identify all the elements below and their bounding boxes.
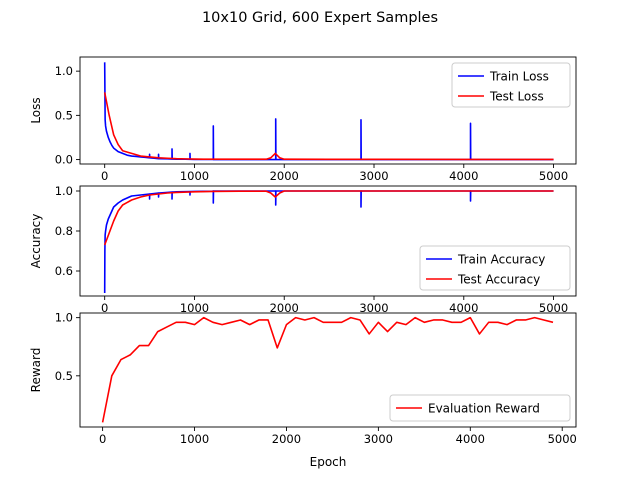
chart-3-x-tick-label: 4000 bbox=[456, 432, 485, 446]
chart-1-y-tick-label: 1.0 bbox=[55, 64, 73, 78]
chart-3: 0 1000 2000 3000 4000 5000 0.5 1.0 Reward Epoch Ev… bbox=[29, 311, 577, 469]
chart-3-x-tick-label: 2000 bbox=[272, 432, 301, 446]
chart-3-legend: Evaluation Reward bbox=[389, 394, 571, 422]
chart-2-legend-frame bbox=[419, 245, 571, 291]
chart-1-legend: Train Loss Test Loss bbox=[451, 62, 571, 108]
chart-1: 0 1000 2000 3000 4000 5000 0.0 0.5 1.0 Loss Train … bbox=[29, 56, 577, 183]
chart-3-x-tick-label: 3000 bbox=[364, 432, 393, 446]
chart-2-x-tick-label: 3000 bbox=[359, 301, 388, 315]
chart-3-series-1-line bbox=[101, 316, 554, 423]
chart-1-y-tick-label: 0.0 bbox=[55, 153, 73, 167]
chart-1-x-tick-label: 3000 bbox=[359, 169, 388, 183]
chart-2-x-tick-label: 0 bbox=[101, 301, 108, 315]
chart-1-x-tick-label: 5000 bbox=[539, 169, 568, 183]
chart-1-y-tick-label: 0.5 bbox=[55, 108, 73, 122]
chart-1-series-2-line bbox=[103, 92, 554, 161]
chart-1-x-tick-label: 1000 bbox=[180, 169, 209, 183]
chart-2-x-tick-label: 5000 bbox=[539, 301, 568, 315]
chart-2-x-tick-label: 1000 bbox=[180, 301, 209, 315]
chart-2-y-tick-label: 0.6 bbox=[55, 264, 73, 278]
chart-2: 0 1000 2000 3000 4000 5000 0.6 0.8 1.0 Accuracy Tr… bbox=[29, 184, 577, 315]
chart-1-series-1-line bbox=[103, 62, 554, 161]
chart-3-legend-frame bbox=[389, 394, 571, 422]
chart-1-y-axis-label: Loss bbox=[29, 97, 43, 123]
chart-1-x-tick-label: 2000 bbox=[270, 169, 299, 183]
chart-1-legend-label-2: Test Loss bbox=[489, 90, 544, 104]
chart-3-legend-label-1: Evaluation Reward bbox=[428, 402, 540, 416]
chart-1-axes-frame bbox=[79, 56, 577, 165]
chart-1-legend-label-1: Train Loss bbox=[489, 70, 549, 84]
chart-2-legend: Train Accuracy Test Accuracy bbox=[419, 245, 571, 291]
figure-title: 10x10 Grid, 600 Expert Samples bbox=[202, 10, 438, 26]
chart-2-series-1-line bbox=[103, 190, 554, 294]
chart-3-axes-frame bbox=[79, 312, 577, 428]
chart-3-x-tick-label: 1000 bbox=[180, 432, 209, 446]
chart-3-y-tick-label: 0.5 bbox=[55, 369, 73, 383]
chart-2-x-tick-label: 2000 bbox=[270, 301, 299, 315]
chart-2-legend-label-1: Train Accuracy bbox=[457, 253, 545, 267]
chart-2-series-2-line bbox=[103, 190, 554, 246]
chart-3-x-axis-label: Epoch bbox=[310, 455, 347, 469]
chart-2-x-tick-label: 4000 bbox=[449, 301, 478, 315]
chart-3-y-axis-label: Reward bbox=[29, 348, 43, 393]
chart-3-y-tick-label: 1.0 bbox=[55, 311, 73, 325]
chart-3-x-tick-label: 0 bbox=[99, 432, 106, 446]
chart-3-x-tick-label: 5000 bbox=[548, 432, 577, 446]
subplots: 0 1000 2000 3000 4000 5000 0.0 0.5 1.0 Loss Train … bbox=[29, 56, 577, 469]
chart-2-y-tick-label: 0.8 bbox=[55, 224, 73, 238]
chart-2-y-axis-label: Accuracy bbox=[29, 214, 43, 269]
chart-1-x-tick-label: 0 bbox=[101, 169, 108, 183]
chart-1-x-tick-label: 4000 bbox=[449, 169, 478, 183]
chart-2-axes-frame bbox=[79, 185, 577, 297]
chart-2-y-tick-label: 1.0 bbox=[55, 184, 73, 198]
chart-2-legend-label-2: Test Accuracy bbox=[457, 273, 540, 287]
